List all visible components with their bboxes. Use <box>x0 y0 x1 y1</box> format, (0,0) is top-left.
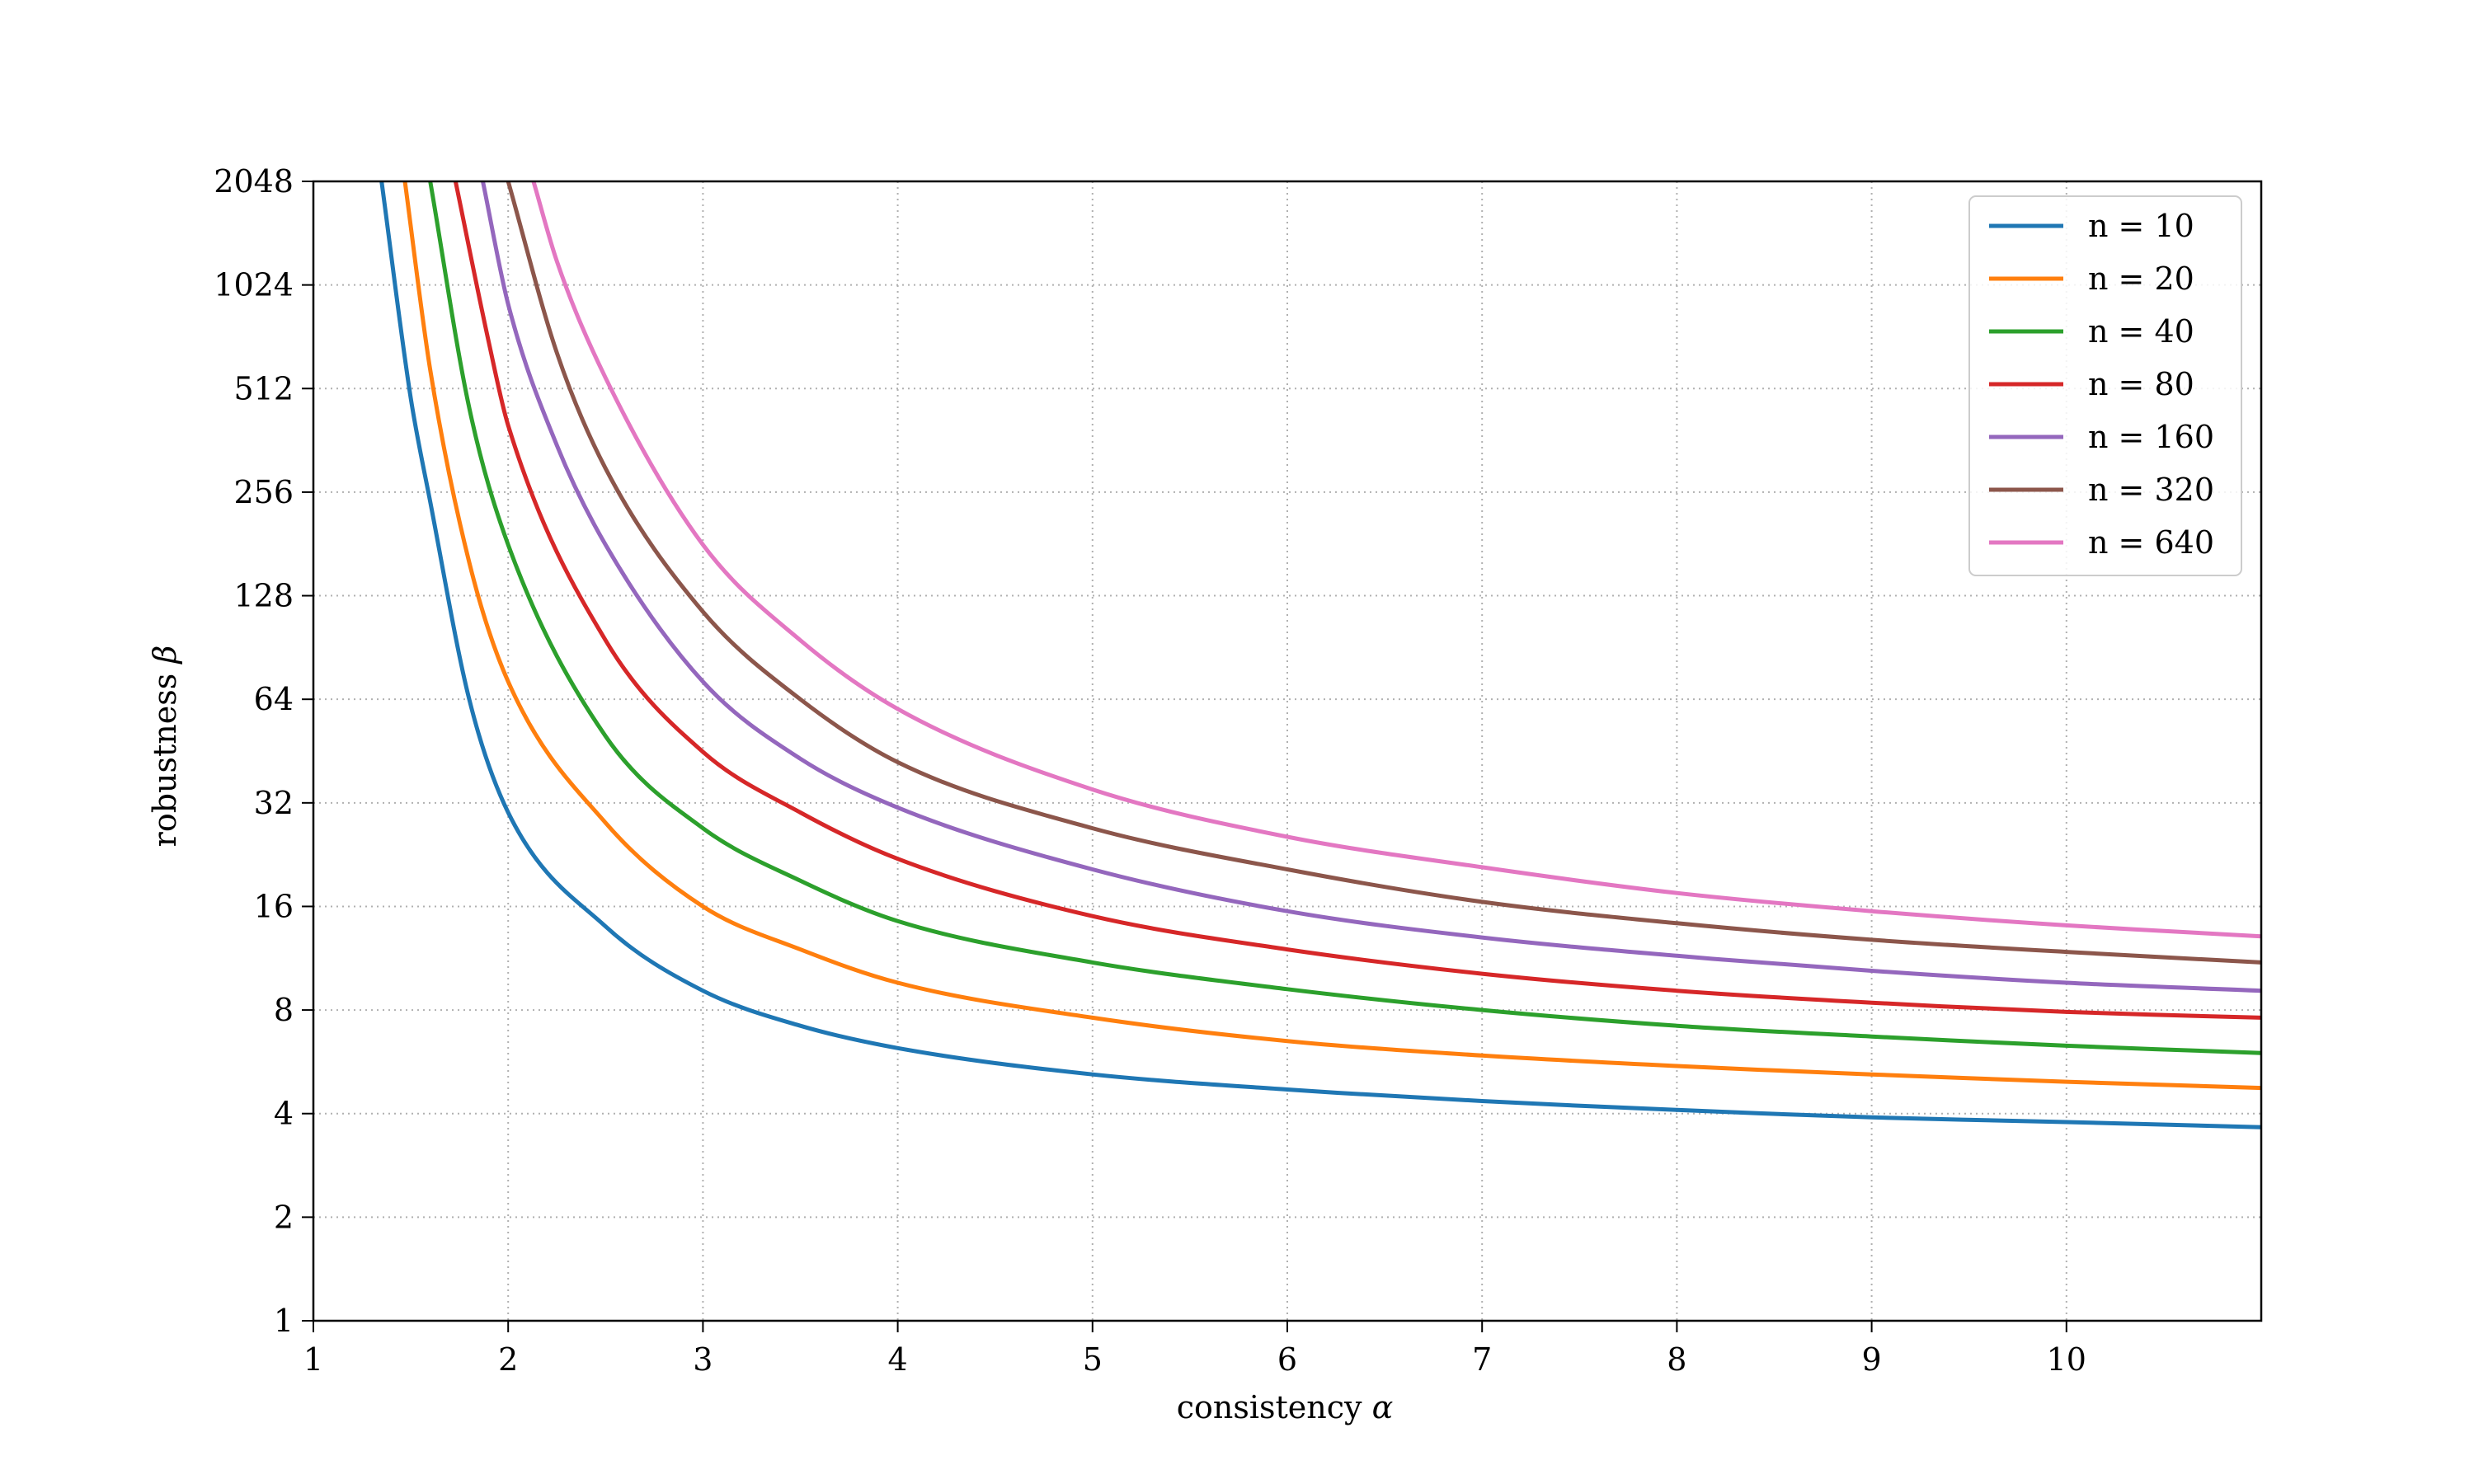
series-line-n20 <box>402 181 2262 1091</box>
x-tick-label: 6 <box>1277 1341 1297 1378</box>
y-axis-label: robustness <box>147 674 183 848</box>
x-tick-label: 10 <box>2047 1341 2086 1378</box>
legend-label: n = 80 <box>2088 366 2194 402</box>
y-tick-label: 1024 <box>214 267 294 303</box>
x-tick-label: 4 <box>888 1341 908 1378</box>
legend: n = 10 n = 20 n = 40 n = 80 n = 160 n = 320 n … <box>1968 195 2242 576</box>
series-line-n10 <box>379 181 2262 1129</box>
series-line-n640 <box>531 181 2262 939</box>
series-line-n320 <box>506 181 2262 965</box>
x-tick-label: 2 <box>498 1341 518 1378</box>
y-tick-label: 512 <box>233 370 294 406</box>
legend-label: n = 320 <box>2088 472 2214 508</box>
series-line-n40 <box>428 181 2262 1055</box>
x-tick-label: 5 <box>1083 1341 1103 1378</box>
y-tick-label: 8 <box>274 992 294 1028</box>
series-line-n160 <box>481 181 2262 993</box>
y-tick-label: 256 <box>233 474 294 510</box>
y-tick-label: 1 <box>274 1303 294 1339</box>
x-tick-label: 3 <box>693 1341 713 1378</box>
legend-label: n = 20 <box>2088 261 2194 297</box>
legend-label: n = 10 <box>2088 208 2194 244</box>
x-axis: 1 2 3 4 5 6 7 8 9 10 <box>303 1321 2086 1378</box>
y-tick-label: 64 <box>254 681 294 717</box>
y-tick-label: 4 <box>274 1096 294 1132</box>
y-tick-label: 16 <box>254 888 294 924</box>
legend-box <box>1968 195 2242 576</box>
x-tick-label: 8 <box>1667 1341 1686 1378</box>
series-line-n80 <box>453 181 2262 1020</box>
y-axis-title: robustness β <box>147 646 183 848</box>
y-axis-symbol: β <box>147 646 183 665</box>
legend-label: n = 40 <box>2088 313 2194 350</box>
x-axis-symbol: α <box>1372 1389 1394 1425</box>
y-axis: 1 2 4 8 16 32 64 128 256 512 1024 2048 <box>214 163 313 1339</box>
x-axis-label: consistency <box>1177 1389 1362 1425</box>
legend-label: n = 160 <box>2088 419 2214 455</box>
x-axis-title: consistency α <box>1177 1389 1394 1425</box>
x-tick-label: 9 <box>1862 1341 1882 1378</box>
series-layer <box>379 181 2262 1129</box>
legend-label: n = 640 <box>2088 524 2214 561</box>
y-tick-label: 2048 <box>214 163 294 200</box>
y-tick-label: 2 <box>274 1199 294 1235</box>
x-tick-label: 7 <box>1472 1341 1492 1378</box>
x-tick-label: 1 <box>303 1341 323 1378</box>
y-tick-label: 128 <box>233 578 294 614</box>
y-tick-label: 32 <box>254 785 294 821</box>
